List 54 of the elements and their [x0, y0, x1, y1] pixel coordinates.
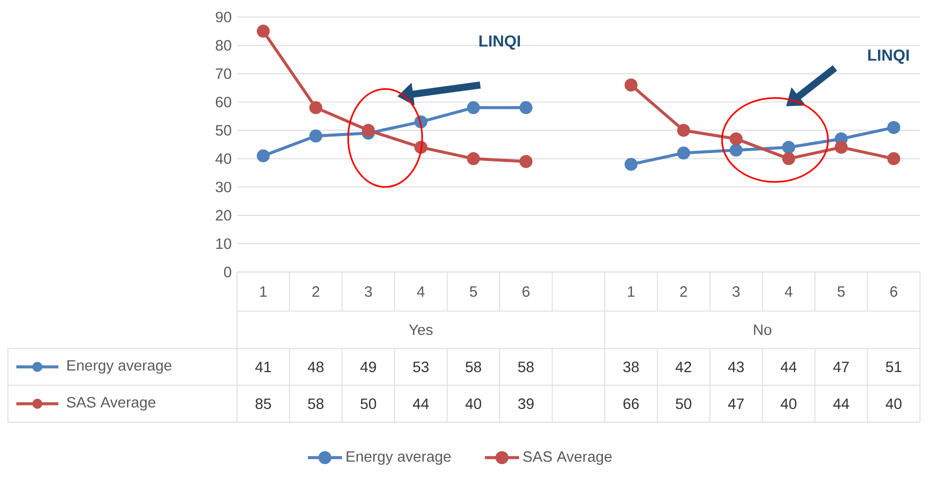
data-label: 47 [728, 398, 744, 409]
y-tick-label: 50 [216, 125, 232, 136]
data-label: 50 [676, 398, 692, 410]
data-label: 40 [780, 398, 796, 410]
data-label: 43 [728, 362, 744, 372]
y-tick-label: 70 [216, 68, 232, 79]
annotation: LINQI [868, 50, 909, 64]
data-label: 58 [518, 362, 534, 372]
x-tick-label: 6 [522, 286, 530, 297]
x-tick-label: 5 [838, 286, 845, 297]
x-tick-label: 4 [417, 286, 425, 297]
data-label: 47 [833, 362, 849, 372]
x-tick-label: 2 [680, 286, 688, 297]
data-label: 42 [676, 362, 692, 372]
data-label: 40 [886, 398, 902, 410]
x-tick-label: 5 [470, 286, 477, 297]
data-label: 48 [308, 362, 324, 372]
data-label: 49 [360, 362, 376, 372]
x-tick-label: 3 [732, 286, 740, 297]
data-label: 51 [886, 362, 902, 372]
data-label: 41 [255, 362, 271, 372]
y-tick-label: 0 [224, 266, 232, 278]
x-tick-label: 2 [312, 286, 320, 297]
text: No [754, 324, 772, 336]
data-label: 58 [308, 398, 324, 410]
data-label: 44 [833, 398, 850, 409]
data-label: 66 [623, 398, 639, 410]
legend-label: Energy average [67, 360, 172, 374]
annotation: LINQI [479, 35, 520, 50]
text: Energy average [346, 451, 451, 465]
data-label: 44 [412, 398, 429, 409]
x-tick-label: 6 [890, 286, 898, 297]
data-label: 40 [465, 398, 482, 410]
y-tick-label: 10 [216, 238, 232, 249]
text: SAS Average [523, 451, 612, 465]
data-label: 53 [413, 362, 429, 372]
x-tick-label: 3 [364, 286, 372, 297]
y-tick-label: 90 [216, 12, 232, 22]
data-label: 44 [780, 362, 797, 372]
data-label: 50 [360, 398, 376, 410]
x-tick-label: 1 [260, 286, 267, 297]
y-tick-label: 40 [215, 153, 232, 164]
data-label: 85 [256, 398, 271, 410]
y-tick-label: 60 [216, 96, 232, 108]
x-tick-label: 1 [628, 286, 634, 297]
legend-label: SAS Average [66, 396, 156, 411]
data-label: 38 [623, 362, 639, 372]
data-label: 39 [518, 398, 534, 410]
y-tick-label: 20 [216, 210, 232, 221]
x-tick-label: 4 [784, 286, 792, 297]
y-tick-label: 80 [216, 40, 232, 51]
data-label: 58 [466, 362, 482, 372]
y-tick-label: 30 [216, 182, 232, 192]
text: Yes [408, 324, 433, 336]
